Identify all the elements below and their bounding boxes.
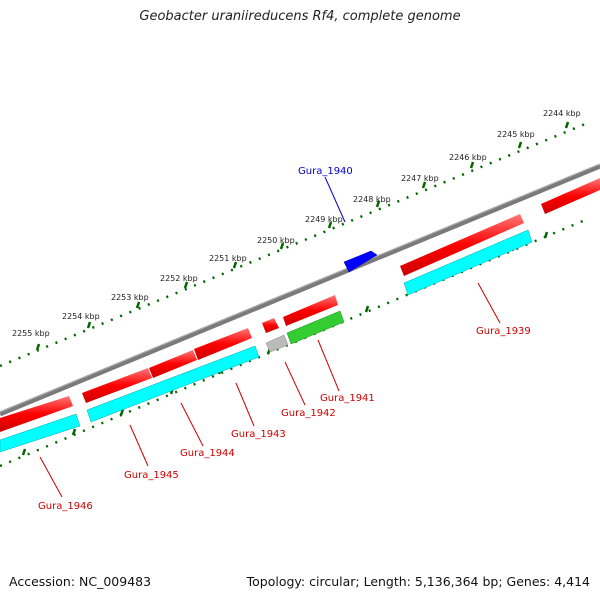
gene-cyan-1946	[0, 413, 81, 453]
gene-gura-1942	[265, 334, 289, 353]
gene-cyan-1939	[403, 229, 533, 296]
kbp-label-2251: 2251 kbp	[209, 254, 247, 263]
kbp-label-2246: 2246 kbp	[449, 153, 487, 162]
gene-label-gura-1940: Gura_1940	[298, 166, 353, 177]
gene-red-f	[149, 350, 197, 378]
gene-features	[0, 178, 600, 453]
gene-label-gura-1942: Gura_1942	[281, 408, 336, 419]
gene-gura-1939	[400, 214, 524, 276]
gene-label-gura-1945: Gura_1945	[124, 470, 179, 481]
gene-label-gura-1943: Gura_1943	[231, 429, 286, 440]
kbp-label-2253: 2253 kbp	[111, 293, 149, 302]
kbp-label-2247: 2247 kbp	[401, 174, 439, 183]
label-leaders	[39, 176, 501, 498]
gene-label-gura-1944: Gura_1944	[180, 448, 235, 459]
gene-red-d	[262, 318, 279, 333]
kbp-label-2254: 2254 kbp	[62, 312, 100, 321]
gene-red-c	[283, 295, 338, 326]
accession-text: Accession: NC_009483	[9, 574, 152, 589]
gene-red-a	[541, 178, 600, 214]
genome-backbone	[0, 163, 600, 417]
outer-kbp-ticks	[35, 121, 570, 351]
kbp-labels: 2244 kbp 2245 kbp 2246 kbp 2247 kbp 2248…	[12, 109, 581, 338]
gene-label-gura-1941: Gura_1941	[320, 393, 375, 404]
gene-gura-1941	[286, 310, 345, 345]
kbp-label-2250: 2250 kbp	[257, 236, 295, 245]
kbp-label-2255: 2255 kbp	[12, 329, 50, 338]
kbp-label-2244: 2244 kbp	[543, 109, 581, 118]
gene-labels: Gura_1940 Gura_1939 Gura_1941 Gura_1942 …	[38, 166, 531, 512]
gene-red-g	[82, 368, 152, 403]
gene-cyan-1943-44	[86, 345, 260, 423]
kbp-label-2249: 2249 kbp	[305, 215, 343, 224]
gene-red-h	[0, 396, 73, 432]
gene-label-gura-1939: Gura_1939	[476, 326, 531, 337]
kbp-label-2248: 2248 kbp	[353, 195, 391, 204]
kbp-label-2245: 2245 kbp	[497, 130, 535, 139]
gene-label-gura-1946: Gura_1946	[38, 501, 93, 512]
gene-gura-1940	[343, 250, 378, 273]
map-title: Geobacter uraniireducens Rf4, complete g…	[139, 9, 461, 24]
gene-red-e	[194, 328, 252, 360]
topology-summary: Topology: circular; Length: 5,136,364 bp…	[246, 574, 590, 589]
kbp-label-2252: 2252 kbp	[160, 274, 198, 283]
